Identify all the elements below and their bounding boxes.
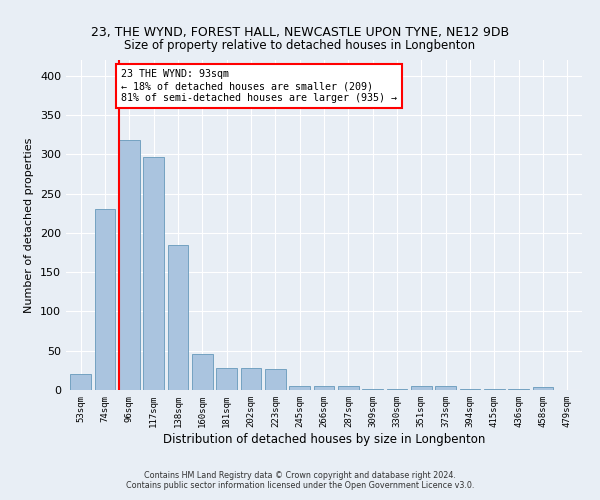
Bar: [95, 210, 115, 390]
Text: 23, THE WYND, FOREST HALL, NEWCASTLE UPON TYNE, NE12 9DB: 23, THE WYND, FOREST HALL, NEWCASTLE UPO…: [91, 26, 509, 39]
Bar: [386, 389, 407, 390]
Bar: [314, 386, 334, 390]
Bar: [411, 386, 432, 390]
Bar: [119, 140, 140, 390]
Bar: [436, 386, 456, 390]
Bar: [362, 389, 383, 390]
Text: Contains HM Land Registry data © Crown copyright and database right 2024.
Contai: Contains HM Land Registry data © Crown c…: [126, 470, 474, 490]
X-axis label: Distribution of detached houses by size in Longbenton: Distribution of detached houses by size …: [163, 432, 485, 446]
Bar: [241, 368, 262, 390]
Y-axis label: Number of detached properties: Number of detached properties: [25, 138, 34, 312]
Bar: [338, 386, 359, 390]
Bar: [192, 354, 212, 390]
Bar: [460, 389, 481, 390]
Bar: [265, 369, 286, 390]
Bar: [484, 389, 505, 390]
Bar: [289, 386, 310, 390]
Bar: [508, 389, 529, 390]
Bar: [533, 387, 553, 390]
Text: Size of property relative to detached houses in Longbenton: Size of property relative to detached ho…: [124, 38, 476, 52]
Bar: [70, 374, 91, 390]
Bar: [167, 246, 188, 390]
Text: 23 THE WYND: 93sqm
← 18% of detached houses are smaller (209)
81% of semi-detach: 23 THE WYND: 93sqm ← 18% of detached hou…: [121, 70, 397, 102]
Bar: [143, 156, 164, 390]
Bar: [216, 368, 237, 390]
